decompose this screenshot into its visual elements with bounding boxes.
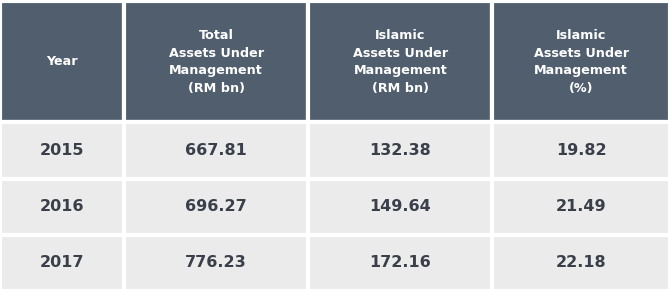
Text: 149.64: 149.64: [369, 199, 431, 214]
Bar: [0, 178, 124, 235]
Bar: [308, 178, 492, 235]
Bar: [124, 123, 308, 178]
Text: Islamic
Assets Under
Management
(RM bn): Islamic Assets Under Management (RM bn): [353, 29, 448, 95]
Text: 172.16: 172.16: [369, 255, 431, 270]
Bar: [124, 235, 308, 291]
Text: 776.23: 776.23: [185, 255, 247, 270]
Bar: [124, 178, 308, 235]
Bar: [492, 123, 670, 178]
Bar: [308, 1, 492, 123]
Text: 19.82: 19.82: [556, 143, 606, 158]
Bar: [492, 178, 670, 235]
Text: 2015: 2015: [40, 143, 84, 158]
Text: 667.81: 667.81: [185, 143, 247, 158]
Bar: [0, 1, 124, 123]
Text: 696.27: 696.27: [185, 199, 247, 214]
Text: 132.38: 132.38: [369, 143, 431, 158]
Text: Islamic
Assets Under
Management
(%): Islamic Assets Under Management (%): [534, 29, 628, 95]
Text: Total
Assets Under
Management
(RM bn): Total Assets Under Management (RM bn): [169, 29, 263, 95]
Text: 21.49: 21.49: [556, 199, 606, 214]
Bar: [0, 123, 124, 178]
Bar: [124, 1, 308, 123]
Bar: [308, 123, 492, 178]
Bar: [492, 235, 670, 291]
Text: 2016: 2016: [40, 199, 84, 214]
Bar: [0, 235, 124, 291]
Bar: [492, 1, 670, 123]
Text: 2017: 2017: [40, 255, 84, 270]
Text: Year: Year: [46, 55, 78, 68]
Bar: [308, 235, 492, 291]
Text: 22.18: 22.18: [556, 255, 606, 270]
